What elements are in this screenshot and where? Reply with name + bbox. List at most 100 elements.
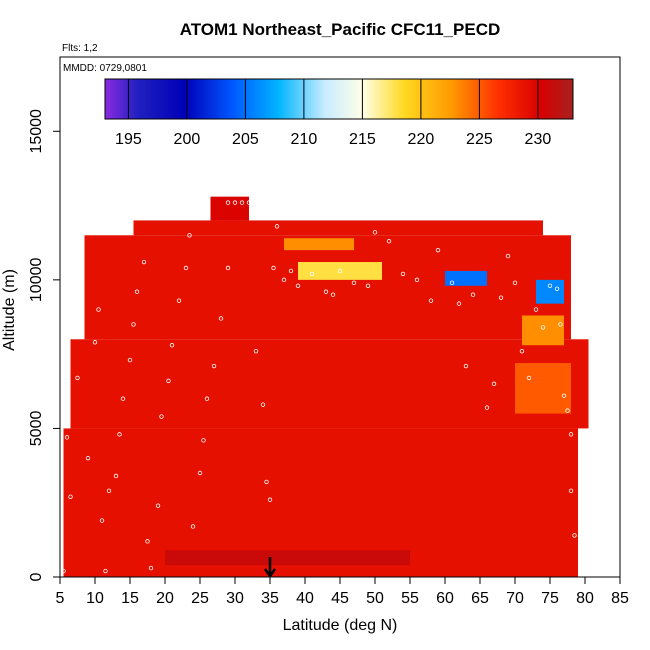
sample-point <box>456 301 462 306</box>
sample-point <box>428 298 434 303</box>
x-tick-label: 60 <box>436 590 454 607</box>
sample-point <box>414 277 420 283</box>
sample-point <box>159 414 164 419</box>
sample-point <box>61 568 66 574</box>
arrow-head <box>263 568 277 579</box>
sample-point <box>232 200 238 205</box>
sample-point <box>498 295 504 300</box>
colorbar-tick-label: 205 <box>232 131 259 148</box>
sample-point <box>288 268 294 274</box>
y-tick-label: 15000 <box>28 109 45 154</box>
sample-point <box>558 322 563 327</box>
heatmap-region-3 <box>133 220 543 236</box>
sample-point <box>131 322 136 327</box>
sample-point <box>127 357 133 363</box>
x-tick-label: 70 <box>506 590 524 607</box>
latitude-arrow <box>263 557 277 579</box>
sample-point <box>264 479 269 485</box>
heatmap-region-7 <box>445 270 487 286</box>
sample-point <box>386 239 392 244</box>
sample-point <box>554 286 560 291</box>
x-tick-label: 85 <box>611 590 629 607</box>
colorbar-tick-label: 225 <box>466 131 493 148</box>
colorbar: 195 200 205 210 215 220 225 230 <box>104 78 574 148</box>
sample-point <box>96 307 101 312</box>
sample-point <box>106 488 112 494</box>
sample-point <box>166 378 171 384</box>
sample-point <box>117 432 122 437</box>
x-tick-label: 50 <box>366 590 384 607</box>
x-tick-label: 35 <box>261 590 279 607</box>
sample-point <box>505 253 511 259</box>
sample-point <box>463 363 469 369</box>
sample-point <box>568 432 574 437</box>
sample-point <box>169 343 175 348</box>
sample-point <box>260 402 266 407</box>
x-axis-title: Latitude (deg N) <box>283 617 398 634</box>
x-tick-label: 75 <box>541 590 559 607</box>
sample-point <box>572 533 577 538</box>
sample-point <box>68 494 73 499</box>
sample-point <box>246 200 252 205</box>
sample-point <box>225 200 231 205</box>
y-tick-label: 5000 <box>28 411 45 447</box>
sample-point <box>253 348 259 354</box>
sample-point <box>183 265 189 271</box>
x-tick-label: 30 <box>226 590 244 607</box>
y-tick-label: 0 <box>28 572 45 581</box>
heatmap-region-9 <box>522 315 564 346</box>
sample-point <box>204 396 210 401</box>
x-tick-label: 45 <box>331 590 349 607</box>
sample-point <box>225 265 231 271</box>
sample-point <box>271 265 276 271</box>
colorbar-tick-label: 230 <box>525 131 552 148</box>
sample-point <box>400 271 406 277</box>
sample-point <box>78 259 84 265</box>
sample-point <box>201 438 206 443</box>
sample-point <box>484 405 490 410</box>
colorbar-tick-label: 210 <box>291 131 318 148</box>
sample-point <box>85 455 91 461</box>
sample-point <box>526 375 532 381</box>
colorbar-tick-label: 215 <box>349 131 376 148</box>
heatmap-field <box>63 196 589 577</box>
x-tick-label: 55 <box>401 590 419 607</box>
sample-point <box>134 289 140 294</box>
x-tick-label: 65 <box>471 590 489 607</box>
sample-point <box>568 488 574 494</box>
sample-point <box>103 568 108 574</box>
flights-label: Flts: 1,2 <box>62 43 98 54</box>
sample-point <box>330 292 336 297</box>
sample-point <box>512 280 518 286</box>
sample-point <box>547 283 553 288</box>
sample-point <box>435 247 441 253</box>
sample-point <box>470 292 476 297</box>
sample-point <box>267 497 273 502</box>
chart-title: ATOM1 Northeast_Pacific CFC11_PECD <box>180 20 501 39</box>
sample-point <box>565 408 570 413</box>
heatmap-region-5 <box>298 262 382 280</box>
sample-point <box>148 565 154 571</box>
sample-point <box>449 280 455 286</box>
sample-point <box>491 381 497 387</box>
sample-point <box>218 316 224 321</box>
x-tick-label: 40 <box>296 590 314 607</box>
sample-point <box>281 277 287 283</box>
sample-point <box>211 363 217 369</box>
sample-point <box>176 298 182 303</box>
heatmap-region-2 <box>84 235 571 340</box>
sample-point <box>540 325 546 330</box>
x-tick-label: 10 <box>86 590 104 607</box>
sample-point <box>533 307 539 312</box>
y-axis: 0 5000 10000 15000 <box>28 109 60 581</box>
sample-point <box>145 539 150 544</box>
x-tick-label: 5 <box>56 590 65 607</box>
y-tick-label: 10000 <box>28 258 45 303</box>
sample-point <box>351 280 357 286</box>
heatmap-region-11 <box>165 550 410 566</box>
heatmap-region-10 <box>515 363 571 414</box>
x-tick-label: 15 <box>121 590 139 607</box>
sample-point <box>519 348 525 354</box>
sample-point <box>197 470 203 476</box>
